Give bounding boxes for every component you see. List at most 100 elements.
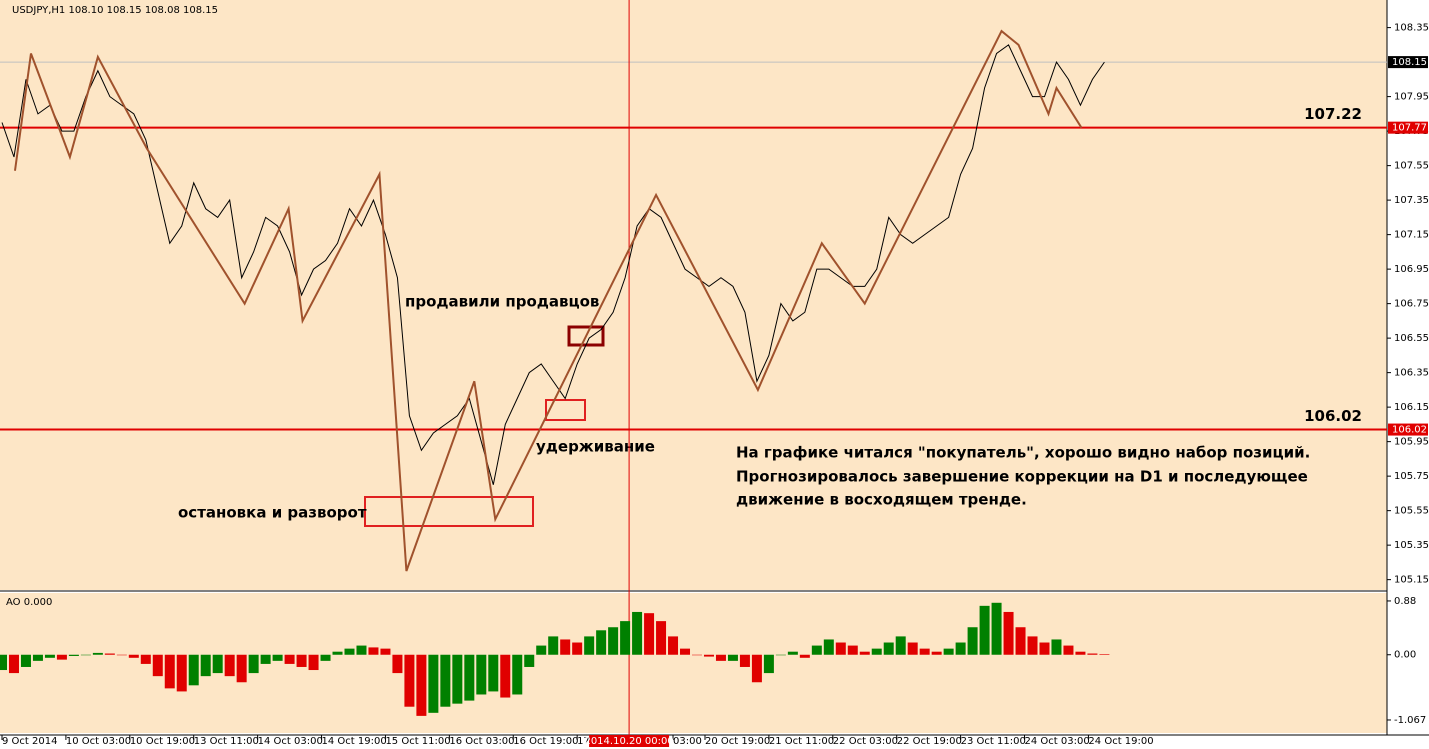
ao-bar — [859, 651, 870, 655]
box-hold — [545, 399, 586, 421]
ao-bar — [680, 648, 691, 655]
ao-bar — [368, 647, 379, 655]
ao-bar — [620, 621, 631, 655]
ao-bar — [392, 654, 403, 674]
ao-bar — [727, 654, 738, 661]
level-tag — [1388, 423, 1428, 436]
ao-bar — [8, 654, 19, 674]
comment-line: Прогнозировалось завершение коррекции на… — [736, 468, 1308, 486]
level-note: 106.02 — [1304, 407, 1362, 425]
crosshair-tag — [589, 735, 670, 747]
ao-bar — [1099, 654, 1110, 655]
y-tick-label: 105.35 — [1394, 540, 1429, 551]
x-tick-label: 10 Oct 19:00 — [130, 736, 195, 747]
ao-bar — [404, 654, 415, 707]
ao-bar — [464, 654, 475, 701]
ao-bar — [979, 605, 990, 655]
ao-bar — [715, 654, 726, 661]
ao-bar — [775, 654, 786, 656]
crosshair-label: 2014.10.20 00:00 — [584, 736, 673, 747]
ao-bar — [260, 654, 271, 664]
ao-bar — [1075, 651, 1086, 655]
ao-bar — [512, 654, 523, 695]
bid-label: 108.15 — [1392, 57, 1427, 68]
ao-bar — [332, 651, 343, 655]
ao-bar — [596, 630, 607, 655]
ao-bar — [691, 654, 702, 656]
y-tick-label: 107.15 — [1394, 230, 1429, 241]
comment-line: движение в восходящем тренде. — [736, 491, 1027, 509]
ao-bar — [356, 645, 367, 655]
ao-bar — [955, 642, 966, 655]
ao-bar — [44, 654, 55, 658]
ao-bar — [284, 654, 295, 664]
plot-background — [0, 0, 1387, 590]
ao-bar — [128, 654, 139, 658]
ao-bar — [296, 654, 307, 667]
ao-bar — [92, 652, 103, 655]
ao-title: AO 0.000 — [6, 597, 52, 608]
ao-bar — [644, 613, 655, 655]
ao-bar — [212, 654, 223, 674]
ao-bar — [931, 651, 942, 655]
ao-bar — [416, 654, 427, 716]
ao-bar — [536, 645, 547, 655]
ao-bar — [895, 636, 906, 655]
ao-bar — [272, 654, 283, 661]
ao-bar — [308, 654, 319, 671]
x-tick-label: 21 Oct 11:00 — [769, 736, 834, 747]
ao-bar — [500, 654, 511, 698]
ao-bar — [1027, 636, 1038, 655]
ao-bar — [584, 636, 595, 655]
annotation: продавили продавцов — [405, 293, 599, 311]
ao-bar — [632, 611, 643, 655]
x-tick-label: 24 Oct 03:00 — [1025, 736, 1090, 747]
ao-bar — [56, 654, 67, 660]
x-tick-label: 23 Oct 11:00 — [961, 736, 1026, 747]
ao-bar — [1063, 645, 1074, 655]
ao-bar — [452, 654, 463, 704]
y-tick-label: 105.95 — [1394, 437, 1429, 448]
x-tick-label: 15 Oct 11:00 — [385, 736, 450, 747]
ao-tick-label: 0.88 — [1394, 596, 1416, 607]
ao-bar — [1087, 653, 1098, 655]
ao-bar — [835, 642, 846, 655]
x-tick-label: 16 Oct 19:00 — [513, 736, 578, 747]
ao-bar — [380, 648, 391, 655]
ao-bar — [200, 654, 211, 677]
ao-bar — [608, 627, 619, 655]
ao-bar — [344, 648, 355, 655]
ao-bar — [104, 653, 115, 655]
ao-bar — [428, 654, 439, 713]
ao-tick-label: -1.067 — [1394, 715, 1426, 726]
ao-bar — [656, 621, 667, 655]
x-tick-label: 20 Oct 19:00 — [705, 736, 770, 747]
comment-line: На графике читался "покупатель", хорошо … — [736, 444, 1310, 462]
y-tick-label: 107.95 — [1394, 92, 1429, 103]
y-tick-label: 105.15 — [1394, 575, 1429, 586]
y-tick-label: 108.35 — [1394, 23, 1429, 34]
ao-bar — [799, 654, 810, 658]
ao-bar — [823, 639, 834, 655]
chart-title: USDJPY,H1 108.10 108.15 108.08 108.15 — [12, 5, 218, 16]
ao-bar — [751, 654, 762, 683]
x-tick-label: 9 Oct 2014 — [2, 736, 57, 747]
ao-bar — [991, 602, 1002, 655]
x-tick-label: 03:00 — [673, 736, 702, 747]
x-tick-label: 10 Oct 03:00 — [66, 736, 131, 747]
ao-bar — [320, 654, 331, 661]
y-tick-label: 107.35 — [1394, 195, 1429, 206]
ao-bar — [811, 645, 822, 655]
ao-tick-label: 0.00 — [1394, 650, 1416, 661]
ao-bar — [787, 651, 798, 655]
ao-bar — [80, 654, 91, 656]
ao-bar — [248, 654, 259, 674]
ao-bar — [476, 654, 487, 695]
ao-bar — [1039, 642, 1050, 655]
ao-bar — [572, 642, 583, 655]
x-tick-label: 16 Oct 03:00 — [449, 736, 514, 747]
ao-bar — [236, 654, 247, 683]
x-tick-label: 14 Oct 19:00 — [322, 736, 387, 747]
ao-bar — [703, 654, 714, 657]
